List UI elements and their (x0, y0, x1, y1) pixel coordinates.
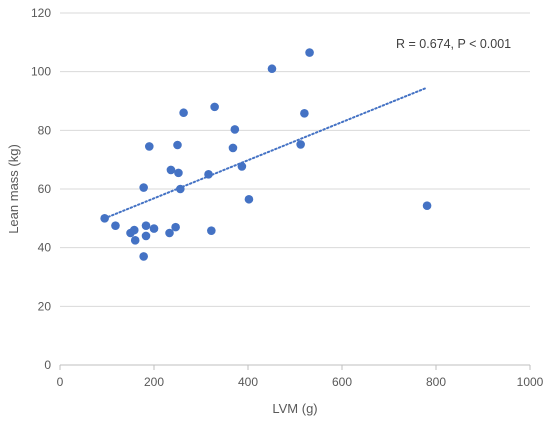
data-point (244, 194, 254, 204)
data-point (100, 214, 109, 223)
data-point (230, 125, 240, 134)
data-point (204, 170, 213, 179)
x-axis-title: LVM (g) (272, 401, 317, 416)
data-point (166, 165, 176, 175)
data-point (173, 140, 182, 150)
trendline-group (103, 86, 428, 220)
data-point (129, 225, 139, 235)
y-tick-label: 60 (38, 182, 52, 196)
x-tick-label: 800 (426, 375, 446, 389)
x-tick-label: 600 (332, 375, 352, 389)
data-point (145, 142, 154, 151)
data-point (300, 109, 309, 118)
y-tick-label: 40 (38, 241, 52, 255)
tick-labels: 0 20 40 60 80 100 120 0 200 400 600 800 1000 (31, 6, 544, 389)
correlation-annotation: R = 0.674, P < 0.001 (396, 37, 511, 51)
y-axis-title: Lean mass (kg) (6, 144, 21, 234)
data-point (210, 102, 219, 112)
gridlines (60, 12, 530, 307)
data-point (174, 168, 183, 178)
x-tick-label: 0 (57, 375, 64, 389)
data-point (176, 184, 185, 194)
data-point (130, 236, 140, 245)
data-point (296, 140, 305, 149)
data-point (139, 252, 148, 261)
data-point (139, 183, 148, 192)
data-point (179, 108, 188, 118)
data-point (165, 228, 174, 238)
data-point (111, 221, 120, 230)
data-point (149, 224, 159, 233)
data-point (141, 231, 151, 241)
data-point (228, 143, 238, 153)
y-tick-label: 120 (31, 6, 51, 20)
y-tick-label: 0 (44, 358, 51, 372)
x-tick-label: 400 (238, 375, 258, 389)
data-point (171, 222, 180, 232)
data-point (305, 48, 314, 57)
axes (59, 364, 531, 370)
data-points (100, 48, 432, 261)
y-tick-label: 80 (38, 123, 52, 137)
x-tick-label: 1000 (517, 375, 544, 389)
y-tick-label: 100 (31, 65, 51, 79)
trendline (103, 86, 428, 220)
data-point (141, 221, 151, 230)
data-point (237, 162, 247, 171)
y-tick-label: 20 (38, 299, 52, 313)
data-point (267, 64, 277, 74)
x-tick-label: 200 (144, 375, 164, 389)
data-point (422, 201, 432, 211)
data-point (207, 226, 216, 235)
